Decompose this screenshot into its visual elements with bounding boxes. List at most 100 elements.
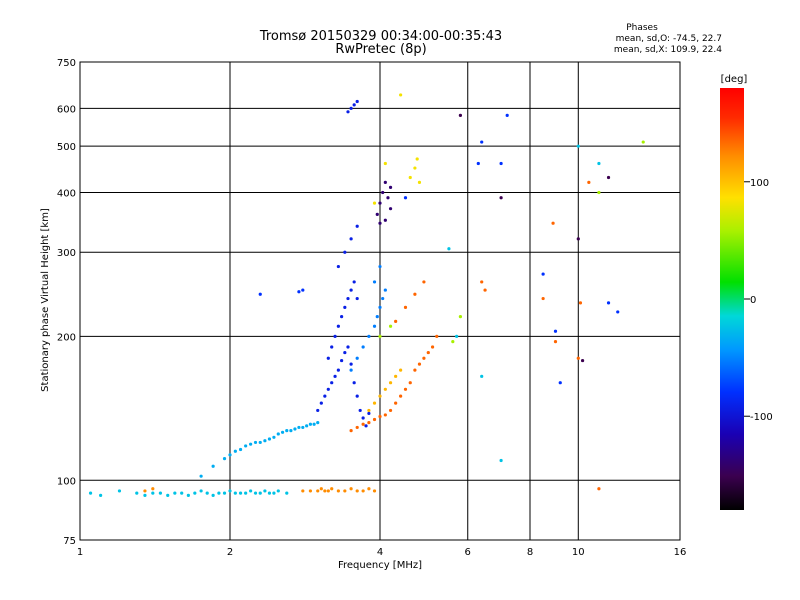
data-point	[367, 487, 371, 491]
data-point	[326, 489, 330, 493]
data-point	[301, 425, 305, 430]
data-point	[541, 296, 545, 301]
data-point	[193, 491, 197, 495]
data-point	[352, 381, 356, 385]
data-point	[499, 161, 503, 166]
data-point	[180, 491, 184, 495]
data-point	[316, 408, 320, 413]
data-point	[272, 491, 276, 495]
data-point	[355, 489, 359, 493]
data-point	[336, 324, 340, 328]
x-tick-label: 10	[572, 547, 585, 558]
data-point	[258, 292, 262, 296]
data-point	[378, 201, 382, 205]
data-point	[372, 280, 377, 284]
data-point	[355, 99, 359, 104]
data-point	[372, 324, 377, 328]
data-point	[355, 224, 359, 228]
data-point	[238, 447, 243, 452]
data-point	[293, 427, 297, 431]
data-point	[217, 491, 221, 495]
data-point	[388, 185, 393, 189]
data-point	[333, 374, 337, 378]
data-point	[258, 440, 262, 445]
data-point	[383, 218, 387, 222]
data-point	[447, 247, 451, 251]
x-tick-label: 1	[77, 547, 83, 558]
data-point	[330, 381, 334, 385]
data-point	[336, 368, 340, 372]
data-point	[244, 491, 248, 495]
data-point	[249, 489, 253, 493]
data-point	[253, 440, 258, 445]
y-tick-label: 200	[57, 332, 76, 343]
data-point	[383, 413, 387, 417]
data-point	[375, 212, 379, 216]
data-point	[458, 113, 463, 117]
data-point	[211, 464, 215, 468]
data-point	[399, 93, 403, 97]
y-tick-label: 300	[57, 248, 76, 259]
data-point	[326, 356, 330, 360]
data-point	[388, 324, 393, 328]
y-tick-label: 500	[57, 142, 76, 153]
data-point	[415, 157, 419, 161]
data-point	[394, 374, 398, 378]
y-tick-label: 100	[57, 476, 76, 487]
data-point	[173, 491, 177, 495]
data-point	[263, 439, 267, 443]
data-point	[349, 106, 353, 110]
data-point	[143, 493, 147, 497]
data-point	[367, 334, 371, 338]
data-point	[343, 350, 347, 355]
data-point	[267, 491, 272, 495]
data-point	[228, 453, 232, 457]
data-point	[143, 489, 147, 493]
data-point	[426, 350, 430, 355]
x-tick-label: 16	[674, 547, 687, 558]
data-point	[505, 113, 509, 117]
data-point	[383, 161, 387, 166]
data-point	[361, 416, 365, 420]
data-point	[578, 301, 583, 305]
data-point	[355, 356, 359, 360]
data-point	[308, 422, 313, 426]
data-point	[272, 435, 276, 439]
data-point	[499, 196, 503, 200]
x-axis-ticks: 1 2 4 6 8 10 16	[77, 547, 687, 558]
data-point	[372, 417, 377, 422]
data-point	[422, 356, 426, 360]
y-tick-label: 600	[57, 104, 76, 115]
data-point	[326, 387, 330, 391]
data-point	[222, 491, 227, 495]
data-point	[355, 394, 359, 398]
data-point	[483, 288, 487, 292]
data-point	[319, 487, 323, 491]
data-point	[587, 180, 591, 184]
data-point	[413, 292, 417, 296]
data-point	[186, 493, 190, 497]
colorbar	[720, 88, 744, 510]
data-point	[383, 180, 387, 184]
data-point	[480, 140, 484, 144]
data-point	[417, 362, 422, 366]
data-point	[476, 161, 480, 166]
data-point	[408, 175, 412, 180]
data-point	[233, 449, 237, 453]
data-point	[367, 408, 371, 413]
phases-header: Phases	[626, 23, 658, 33]
data-point	[263, 489, 267, 493]
data-point	[394, 319, 398, 323]
data-point	[285, 429, 289, 433]
data-point	[580, 358, 585, 363]
x-tick-label: 4	[377, 547, 383, 558]
data-point	[280, 430, 285, 434]
data-point	[99, 493, 103, 497]
data-point	[88, 491, 93, 495]
data-point	[289, 429, 293, 433]
data-point	[349, 487, 353, 491]
data-point	[238, 491, 243, 495]
data-point	[403, 196, 408, 200]
data-point	[435, 334, 439, 338]
y-axis-label: Stationary phase Virtual Height [km]	[40, 208, 51, 392]
